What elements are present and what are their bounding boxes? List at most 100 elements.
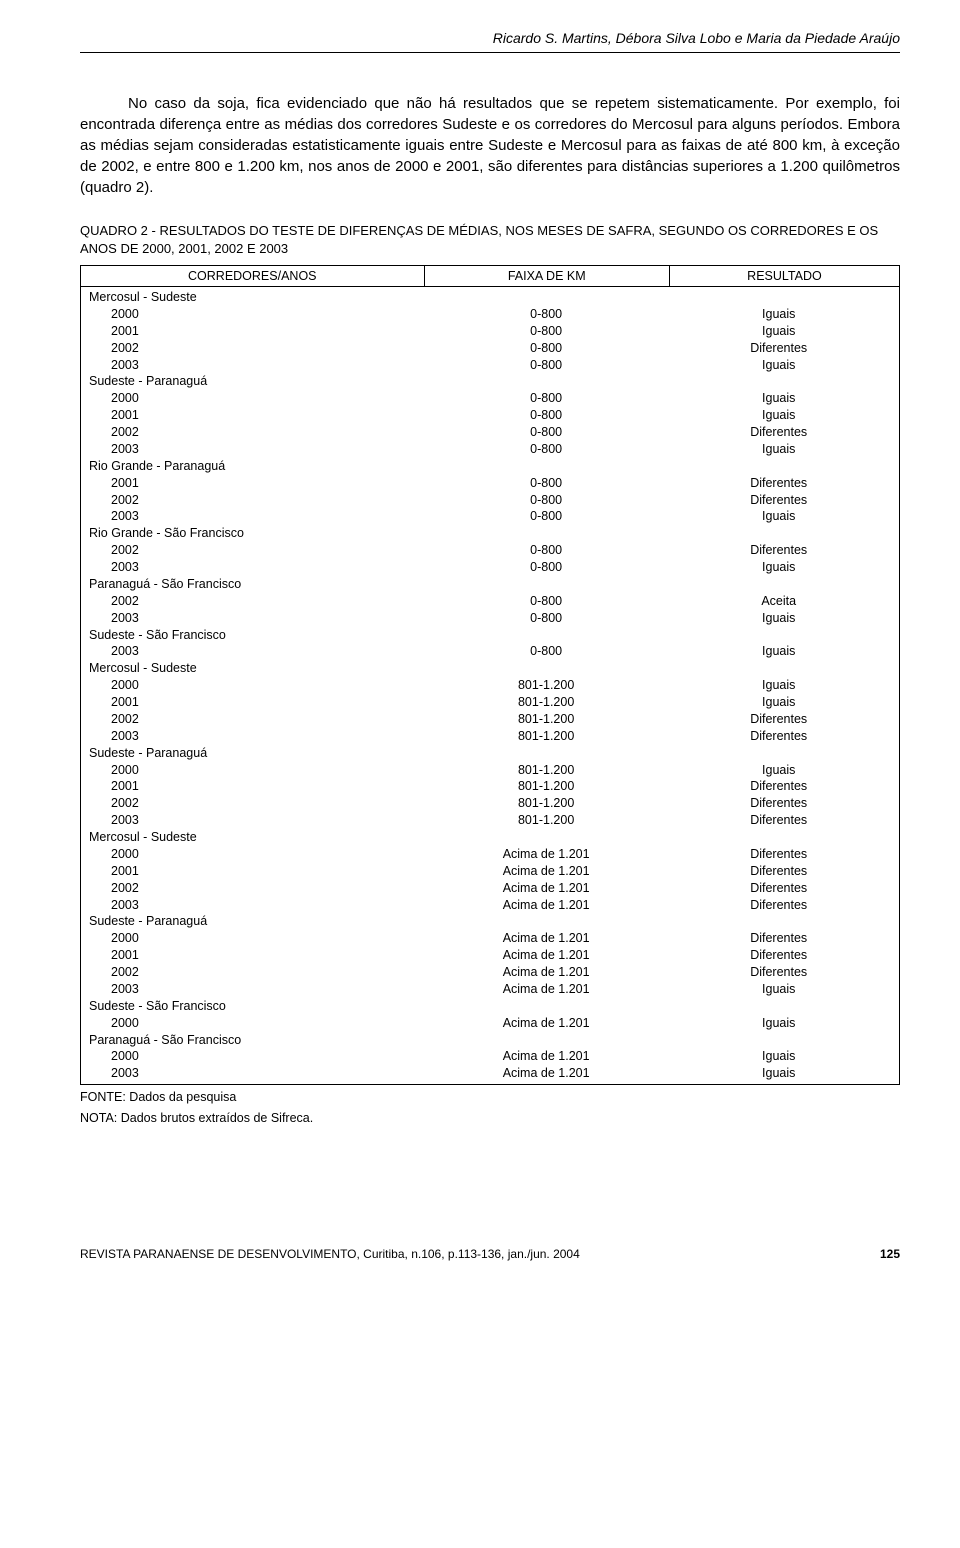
cell-year: 2001 xyxy=(89,475,426,492)
table-title: QUADRO 2 - RESULTADOS DO TESTE DE DIFERE… xyxy=(80,222,900,257)
cell-faixa: 0-800 xyxy=(426,508,667,525)
cell-resultado: Iguais xyxy=(666,643,891,660)
cell-resultado: Diferentes xyxy=(666,475,891,492)
table-row: 20020-800Diferentes xyxy=(81,542,899,559)
cell-resultado: Iguais xyxy=(666,610,891,627)
table-row: 2003801-1.200Diferentes xyxy=(81,728,899,745)
cell-resultado: Diferentes xyxy=(666,880,891,897)
table-row: 2000Acima de 1.201Iguais xyxy=(81,1015,899,1032)
cell-faixa: Acima de 1.201 xyxy=(426,846,667,863)
col-header-corredores: CORREDORES/ANOS xyxy=(81,266,425,286)
table-row: 20030-800Iguais xyxy=(81,610,899,627)
table-row: 20010-800Diferentes xyxy=(81,475,899,492)
cell-faixa: 0-800 xyxy=(426,340,667,357)
cell-year: 2003 xyxy=(89,357,426,374)
cell-year: 2001 xyxy=(89,407,426,424)
cell-year: 2002 xyxy=(89,492,426,509)
cell-faixa: Acima de 1.201 xyxy=(426,880,667,897)
cell-resultado: Iguais xyxy=(666,323,891,340)
table-row: 20010-800Iguais xyxy=(81,407,899,424)
table-group-label: Sudeste - Paranaguá xyxy=(81,913,899,930)
cell-faixa: 801-1.200 xyxy=(426,812,667,829)
cell-year: 2002 xyxy=(89,795,426,812)
table-group-label: Rio Grande - São Francisco xyxy=(81,525,899,542)
cell-year: 2002 xyxy=(89,340,426,357)
header-divider xyxy=(80,52,900,53)
cell-faixa: 0-800 xyxy=(426,441,667,458)
table-group-label: Rio Grande - Paranaguá xyxy=(81,458,899,475)
table-row: 20030-800Iguais xyxy=(81,559,899,576)
cell-year: 2002 xyxy=(89,880,426,897)
cell-resultado: Iguais xyxy=(666,357,891,374)
cell-year: 2003 xyxy=(89,812,426,829)
table-group-label: Mercosul - Sudeste xyxy=(81,829,899,846)
table-row: 20010-800Iguais xyxy=(81,323,899,340)
cell-year: 2001 xyxy=(89,694,426,711)
cell-year: 2003 xyxy=(89,981,426,998)
table-row: 2000Acima de 1.201Diferentes xyxy=(81,846,899,863)
cell-faixa: 0-800 xyxy=(426,306,667,323)
table-group-label: Mercosul - Sudeste xyxy=(81,660,899,677)
cell-year: 2001 xyxy=(89,778,426,795)
cell-resultado: Aceita xyxy=(666,593,891,610)
cell-faixa: 0-800 xyxy=(426,390,667,407)
cell-resultado: Diferentes xyxy=(666,542,891,559)
cell-year: 2002 xyxy=(89,964,426,981)
cell-resultado: Diferentes xyxy=(666,846,891,863)
table-row: 2003Acima de 1.201Iguais xyxy=(81,981,899,998)
cell-resultado: Diferentes xyxy=(666,492,891,509)
cell-faixa: Acima de 1.201 xyxy=(426,897,667,914)
table-row: 20030-800Iguais xyxy=(81,643,899,660)
col-header-resultado: RESULTADO xyxy=(670,266,899,286)
table-row: 2000801-1.200Iguais xyxy=(81,762,899,779)
table-row: 20030-800Iguais xyxy=(81,357,899,374)
cell-faixa: 0-800 xyxy=(426,424,667,441)
cell-resultado: Diferentes xyxy=(666,964,891,981)
cell-resultado: Iguais xyxy=(666,981,891,998)
table-row: 2003Acima de 1.201Iguais xyxy=(81,1065,899,1082)
table-row: 2002Acima de 1.201Diferentes xyxy=(81,880,899,897)
cell-year: 2002 xyxy=(89,542,426,559)
cell-resultado: Diferentes xyxy=(666,947,891,964)
cell-resultado: Diferentes xyxy=(666,863,891,880)
cell-year: 2001 xyxy=(89,323,426,340)
cell-resultado: Iguais xyxy=(666,407,891,424)
cell-resultado: Iguais xyxy=(666,1048,891,1065)
cell-resultado: Diferentes xyxy=(666,728,891,745)
cell-resultado: Diferentes xyxy=(666,897,891,914)
cell-faixa: 0-800 xyxy=(426,492,667,509)
cell-resultado: Iguais xyxy=(666,559,891,576)
table-row: 20030-800Iguais xyxy=(81,508,899,525)
cell-year: 2003 xyxy=(89,728,426,745)
cell-year: 2000 xyxy=(89,677,426,694)
table-group-label: Sudeste - Paranaguá xyxy=(81,745,899,762)
cell-year: 2000 xyxy=(89,846,426,863)
cell-resultado: Iguais xyxy=(666,390,891,407)
cell-faixa: 0-800 xyxy=(426,357,667,374)
footer-reference: REVISTA PARANAENSE DE DESENVOLVIMENTO, C… xyxy=(80,1247,580,1261)
cell-year: 2001 xyxy=(89,947,426,964)
cell-resultado: Diferentes xyxy=(666,812,891,829)
table-row: 20000-800Iguais xyxy=(81,306,899,323)
cell-year: 2002 xyxy=(89,424,426,441)
cell-year: 2003 xyxy=(89,1065,426,1082)
table-group-label: Sudeste - Paranaguá xyxy=(81,373,899,390)
table-row: 2002801-1.200Diferentes xyxy=(81,711,899,728)
table-header-row: CORREDORES/ANOS FAIXA DE KM RESULTADO xyxy=(81,266,899,287)
cell-resultado: Diferentes xyxy=(666,778,891,795)
cell-faixa: Acima de 1.201 xyxy=(426,1015,667,1032)
table-row: 2000Acima de 1.201Iguais xyxy=(81,1048,899,1065)
cell-resultado: Iguais xyxy=(666,306,891,323)
cell-faixa: 0-800 xyxy=(426,475,667,492)
cell-faixa: 801-1.200 xyxy=(426,728,667,745)
table-row: 20030-800Iguais xyxy=(81,441,899,458)
col-header-faixa: FAIXA DE KM xyxy=(425,266,670,286)
table-row: 2003Acima de 1.201Diferentes xyxy=(81,897,899,914)
cell-year: 2002 xyxy=(89,593,426,610)
cell-year: 2003 xyxy=(89,610,426,627)
table-group-label: Paranaguá - São Francisco xyxy=(81,1032,899,1049)
cell-faixa: 0-800 xyxy=(426,542,667,559)
cell-faixa: Acima de 1.201 xyxy=(426,981,667,998)
cell-faixa: 0-800 xyxy=(426,323,667,340)
table-row: 2002801-1.200Diferentes xyxy=(81,795,899,812)
